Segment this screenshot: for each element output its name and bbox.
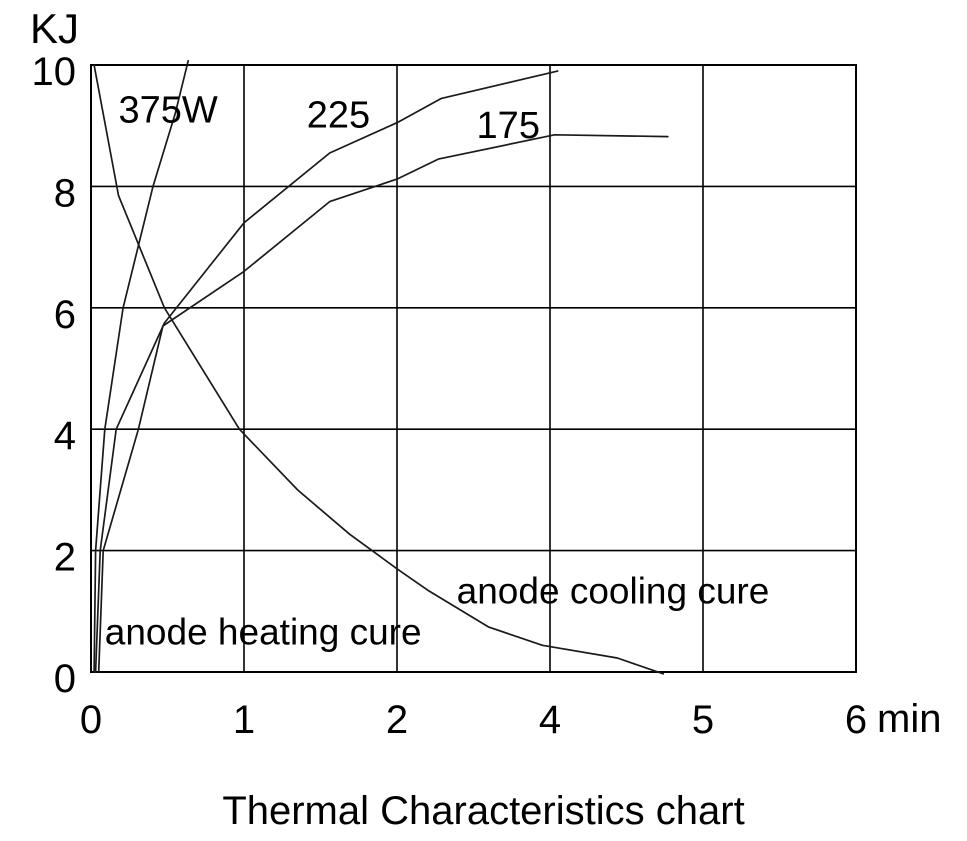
annotation-cooling: anode cooling cure (457, 570, 770, 611)
curve-heating-175 (97, 133, 669, 673)
x-tick-4: 4 (539, 698, 561, 742)
y-tick-10: 10 (32, 50, 77, 94)
y-tick-8: 8 (54, 171, 76, 215)
curve-label-175: 175 (477, 105, 540, 147)
y-axis-unit-label: KJ (30, 5, 79, 52)
x-tick-1: 1 (233, 698, 255, 742)
curve-label-225: 225 (307, 95, 370, 137)
curve-label-375w: 375W (119, 90, 218, 132)
x-tick-2: 2 (386, 698, 408, 742)
y-tick-2: 2 (54, 536, 76, 580)
curve-cooling (93, 64, 665, 675)
chart-canvas: 10 8 6 4 2 00 1 2 4 5 6 KJ min 375W 225 175 anode heatin… (30, 5, 941, 742)
curve-heating-225 (94, 70, 559, 673)
chart-title: Thermal Characteristics chart (222, 789, 745, 833)
y-tick-4: 4 (54, 414, 76, 458)
plot-border (90, 64, 857, 673)
curve-heating-375w (93, 59, 190, 673)
x-tick-5: 5 (692, 698, 714, 742)
y-tick-0: 0 (54, 657, 76, 701)
x-axis-unit-label: min (877, 697, 941, 741)
y-tick-6: 6 (54, 293, 76, 337)
x-tick-6: 6 (845, 698, 867, 742)
x-tick-0: 0 (80, 698, 102, 742)
annotation-heating: anode heating cure (105, 612, 422, 653)
